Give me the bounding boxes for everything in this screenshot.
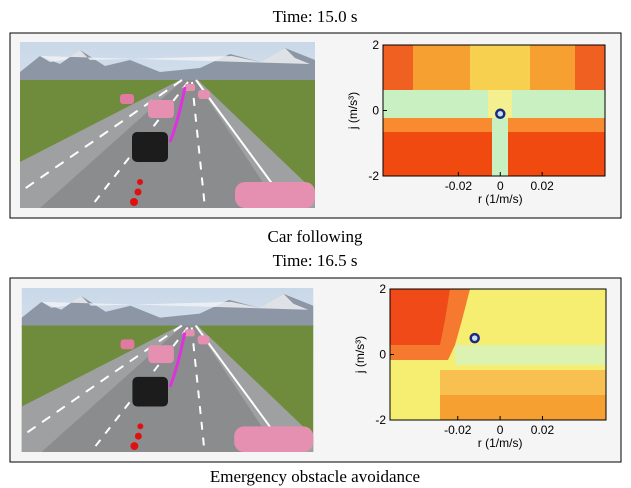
x-tick-label: 0.02 [530,179,554,193]
scene-image [20,42,315,208]
x-tick-label: 0 [497,423,504,437]
panel-caption: Car following [268,227,363,246]
y-tick-label: 0 [372,104,379,118]
x-axis-label: r (1/m/s) [478,436,523,450]
data-point [495,108,506,120]
heatmap [390,289,606,420]
panel-title: Time: 15.0 s [273,7,358,26]
heatmap [383,45,605,176]
y-tick-label: 2 [372,38,379,52]
y-axis-label: j (m/s³) [346,92,360,130]
panel-caption: Emergency obstacle avoidance [210,467,420,486]
x-tick-label: -0.02 [445,179,473,193]
x-tick-label: -0.02 [444,423,472,437]
y-tick-label: 0 [379,348,386,362]
y-tick-label: 2 [379,282,386,296]
x-tick-label: 0.02 [531,423,555,437]
panel-title: Time: 16.5 s [273,251,358,270]
y-tick-label: -2 [368,169,379,183]
x-tick-label: 0 [497,179,504,193]
y-axis-label: j (m/s³) [353,336,367,374]
scene-image [20,288,315,452]
x-axis-label: r (1/m/s) [478,192,523,206]
data-point [469,332,480,344]
y-tick-label: -2 [375,413,386,427]
